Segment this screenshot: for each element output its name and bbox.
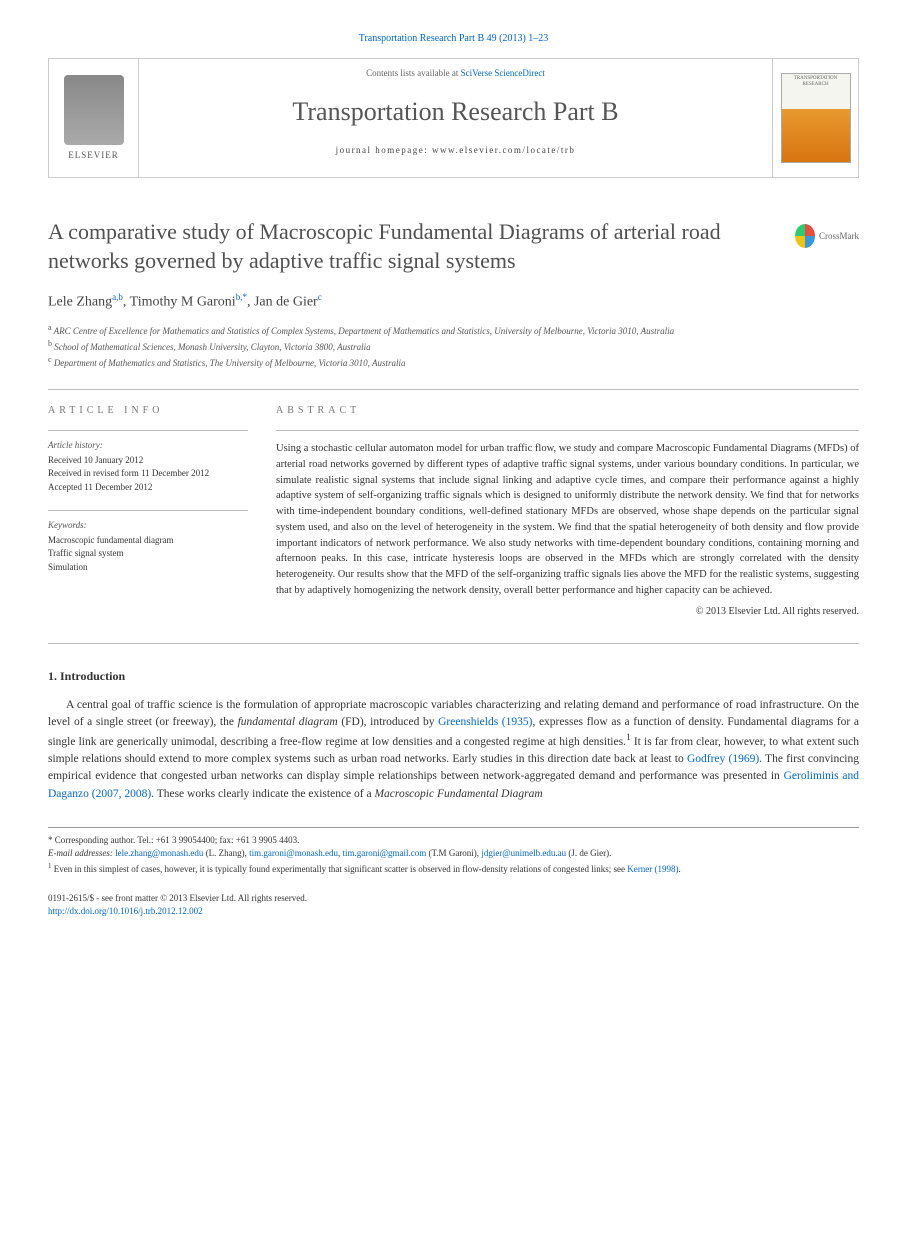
journal-header-box: ELSEVIER Contents lists available at Sci… (48, 58, 859, 178)
elsevier-tree-icon (64, 75, 124, 145)
article-info-label: ARTICLE INFO (48, 404, 248, 418)
sciencedirect-link[interactable]: SciVerse ScienceDirect (461, 68, 545, 78)
email-addresses: E-mail addresses: lele.zhang@monash.edu … (48, 847, 859, 861)
info-divider-bottom (48, 643, 859, 644)
history-revised: Received in revised form 11 December 201… (48, 467, 248, 481)
corresponding-author: * Corresponding author. Tel.: +61 3 9905… (48, 834, 859, 848)
ref-kerner[interactable]: Kerner (1998) (627, 864, 678, 874)
author-2: Timothy M Garoni (130, 295, 236, 310)
contents-available-line: Contents lists available at SciVerse Sci… (139, 67, 772, 80)
email-2[interactable]: tim.garoni@monash.edu (249, 848, 338, 858)
term-fundamental-diagram: fundamental diagram (238, 716, 338, 728)
affiliation-b: b School of Mathematical Sciences, Monas… (48, 338, 859, 354)
intro-paragraph-1: A central goal of traffic science is the… (48, 697, 859, 803)
journal-homepage: journal homepage: www.elsevier.com/locat… (139, 144, 772, 157)
affiliation-a: a ARC Centre of Excellence for Mathemati… (48, 322, 859, 338)
affiliation-c: c Department of Mathematics and Statisti… (48, 354, 859, 370)
footnotes: * Corresponding author. Tel.: +61 3 9905… (48, 827, 859, 877)
title-row: A comparative study of Macroscopic Funda… (48, 218, 859, 275)
keyword-2: Traffic signal system (48, 547, 248, 561)
abstract-rule (276, 430, 859, 431)
info-abstract-row: ARTICLE INFO Article history: Received 1… (48, 390, 859, 619)
author-2-corr[interactable]: * (242, 292, 247, 302)
author-1: Lele Zhang (48, 295, 112, 310)
issn-line: 0191-2615/$ - see front matter © 2013 El… (48, 892, 859, 905)
cover-label: TRANSPORTATION RESEARCH (782, 74, 850, 87)
ref-greenshields[interactable]: Greenshields (1935) (438, 716, 532, 728)
abstract-label: ABSTRACT (276, 404, 859, 418)
footnote-1: 1 Even in this simplest of cases, howeve… (48, 861, 859, 877)
author-1-aff[interactable]: a,b (112, 292, 123, 302)
doi-link[interactable]: http://dx.doi.org/10.1016/j.trb.2012.12.… (48, 905, 859, 918)
history-label: Article history: (48, 439, 248, 452)
keywords-label: Keywords: (48, 519, 248, 532)
contents-prefix: Contents lists available at (366, 68, 460, 78)
history-accepted: Accepted 11 December 2012 (48, 481, 248, 495)
elsevier-logo: ELSEVIER (49, 59, 139, 177)
journal-center: Contents lists available at SciVerse Sci… (139, 59, 772, 177)
author-3: Jan de Gier (254, 295, 318, 310)
elsevier-label: ELSEVIER (68, 149, 119, 162)
abstract-copyright: © 2013 Elsevier Ltd. All rights reserved… (276, 605, 859, 619)
abstract-col: ABSTRACT Using a stochastic cellular aut… (276, 390, 859, 619)
crossmark-badge[interactable]: CrossMark (795, 222, 859, 250)
abstract-text: Using a stochastic cellular automaton mo… (276, 441, 859, 599)
keyword-3: Simulation (48, 561, 248, 575)
crossmark-label: CrossMark (819, 230, 859, 243)
journal-title: Transportation Research Part B (139, 94, 772, 130)
keyword-1: Macroscopic fundamental diagram (48, 534, 248, 548)
cover-image-icon: TRANSPORTATION RESEARCH (781, 73, 851, 163)
footer-block: 0191-2615/$ - see front matter © 2013 El… (48, 892, 859, 917)
article-info-col: ARTICLE INFO Article history: Received 1… (48, 390, 248, 619)
author-3-aff[interactable]: c (318, 292, 322, 302)
section-1-heading: 1. Introduction (48, 668, 859, 685)
affiliations: a ARC Centre of Excellence for Mathemati… (48, 322, 859, 369)
article-title: A comparative study of Macroscopic Funda… (48, 218, 775, 275)
ref-godfrey[interactable]: Godfrey (1969) (687, 753, 759, 765)
email-1[interactable]: lele.zhang@monash.edu (115, 848, 203, 858)
author-line: Lele Zhanga,b, Timothy M Garonib,*, Jan … (48, 291, 859, 312)
running-header: Transportation Research Part B 49 (2013)… (48, 32, 859, 46)
crossmark-icon (795, 224, 815, 248)
email-3[interactable]: tim.garoni@gmail.com (342, 848, 426, 858)
journal-cover-thumb: TRANSPORTATION RESEARCH (772, 59, 858, 177)
term-mfd: Macroscopic Fundamental Diagram (374, 788, 542, 800)
history-received: Received 10 January 2012 (48, 454, 248, 468)
email-4[interactable]: jdgier@unimelb.edu.au (481, 848, 566, 858)
